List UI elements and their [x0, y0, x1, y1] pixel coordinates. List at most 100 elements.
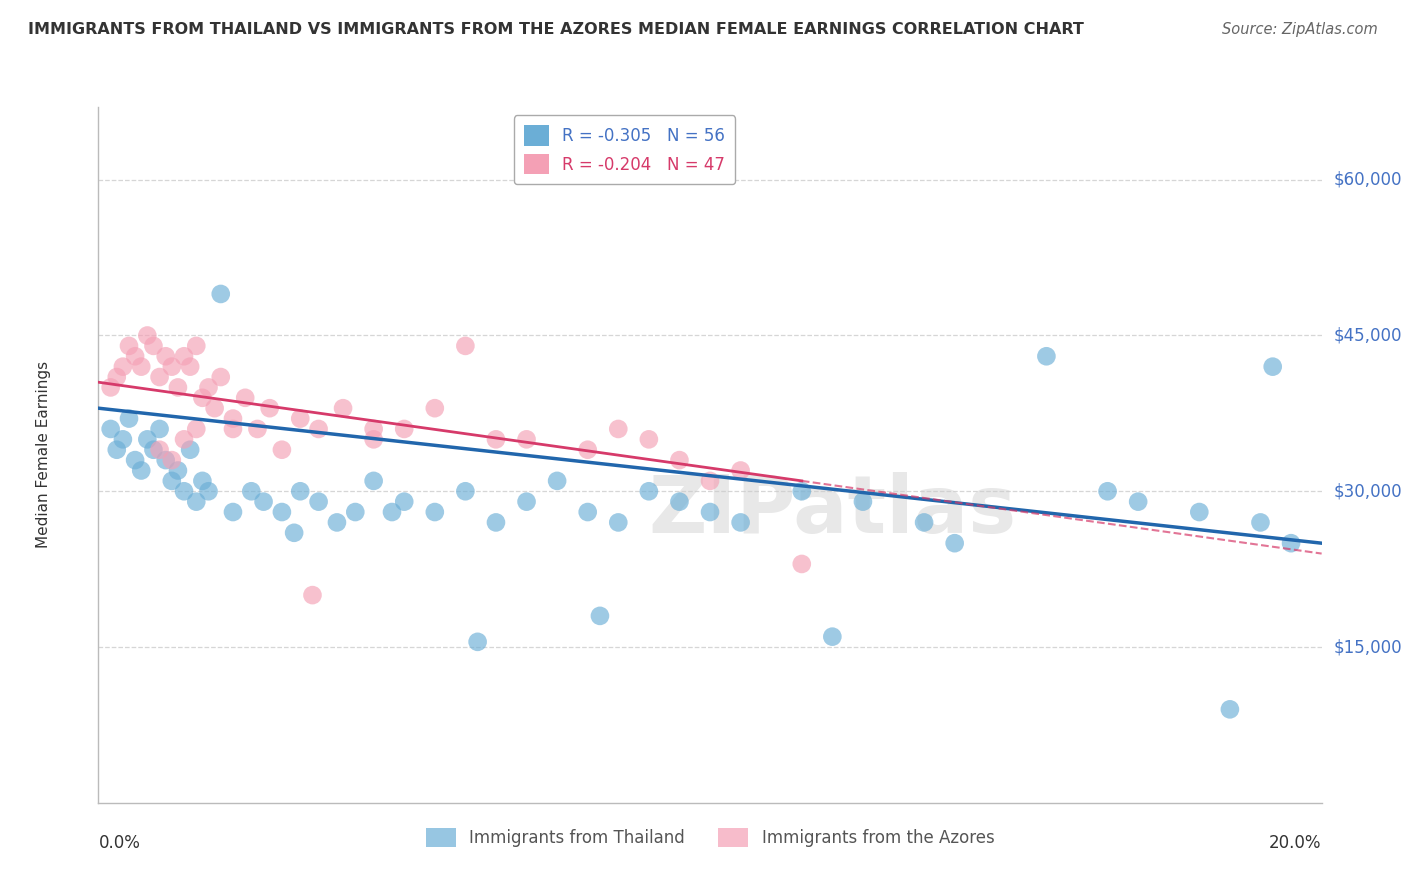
Legend: Immigrants from Thailand, Immigrants from the Azores: Immigrants from Thailand, Immigrants fro… [419, 821, 1001, 854]
Point [142, 442, 165, 457]
Point [454, 484, 477, 499]
Point [118, 411, 141, 425]
Point [149, 442, 172, 457]
Point [209, 370, 232, 384]
Text: $45,000: $45,000 [1334, 326, 1402, 344]
Point [607, 422, 630, 436]
Point [233, 391, 256, 405]
Point [607, 516, 630, 530]
Point [1188, 505, 1211, 519]
Point [516, 433, 538, 447]
Point [160, 453, 183, 467]
Point [197, 380, 219, 394]
Point [111, 433, 134, 447]
Point [485, 516, 508, 530]
Point [790, 557, 813, 571]
Point [118, 339, 141, 353]
Point [576, 442, 599, 457]
Point [1128, 494, 1150, 508]
Point [173, 433, 195, 447]
Point [209, 287, 232, 301]
Point [160, 359, 183, 374]
Point [392, 422, 416, 436]
Point [730, 463, 752, 477]
Point [332, 401, 354, 416]
Point [308, 494, 330, 508]
Point [173, 484, 195, 499]
Point [270, 505, 294, 519]
Point [308, 422, 330, 436]
Point [136, 433, 159, 447]
Point [1279, 536, 1302, 550]
Point [392, 494, 416, 508]
Point [204, 401, 226, 416]
Point [186, 422, 208, 436]
Point [821, 630, 844, 644]
Point [259, 401, 281, 416]
Point [179, 442, 201, 457]
Point [222, 411, 245, 425]
Text: 20.0%: 20.0% [1270, 834, 1322, 852]
Point [105, 370, 128, 384]
Point [423, 505, 446, 519]
Point [516, 494, 538, 508]
Point [186, 494, 208, 508]
Point [668, 494, 690, 508]
Text: $60,000: $60,000 [1334, 170, 1402, 189]
Point [160, 474, 183, 488]
Point [270, 442, 294, 457]
Point [1219, 702, 1241, 716]
Point [363, 422, 385, 436]
Point [155, 349, 177, 363]
Point [173, 349, 195, 363]
Point [142, 339, 165, 353]
Point [699, 505, 721, 519]
Text: Median Female Earnings: Median Female Earnings [37, 361, 51, 549]
Point [485, 433, 508, 447]
Point [155, 453, 177, 467]
Point [344, 505, 367, 519]
Point [290, 411, 312, 425]
Point [576, 505, 599, 519]
Text: Source: ZipAtlas.com: Source: ZipAtlas.com [1222, 22, 1378, 37]
Point [283, 525, 305, 540]
Point [167, 463, 190, 477]
Point [179, 359, 201, 374]
Point [301, 588, 323, 602]
Point [943, 536, 966, 550]
Point [290, 484, 312, 499]
Point [105, 442, 128, 457]
Point [136, 328, 159, 343]
Point [637, 484, 661, 499]
Point [546, 474, 568, 488]
Text: $30,000: $30,000 [1334, 483, 1403, 500]
Point [222, 505, 245, 519]
Point [129, 463, 152, 477]
Point [191, 474, 214, 488]
Point [129, 359, 152, 374]
Text: $15,000: $15,000 [1334, 638, 1403, 656]
Point [912, 516, 935, 530]
Point [637, 433, 661, 447]
Point [1035, 349, 1057, 363]
Point [149, 422, 172, 436]
Point [454, 339, 477, 353]
Point [326, 516, 349, 530]
Point [423, 401, 446, 416]
Point [222, 422, 245, 436]
Point [730, 516, 752, 530]
Point [167, 380, 190, 394]
Point [790, 484, 813, 499]
Point [1261, 359, 1284, 374]
Point [852, 494, 875, 508]
Point [100, 422, 122, 436]
Point [1097, 484, 1119, 499]
Point [668, 453, 690, 467]
Point [124, 453, 146, 467]
Point [191, 391, 214, 405]
Point [467, 635, 489, 649]
Point [100, 380, 122, 394]
Point [252, 494, 274, 508]
Point [381, 505, 404, 519]
Point [111, 359, 134, 374]
